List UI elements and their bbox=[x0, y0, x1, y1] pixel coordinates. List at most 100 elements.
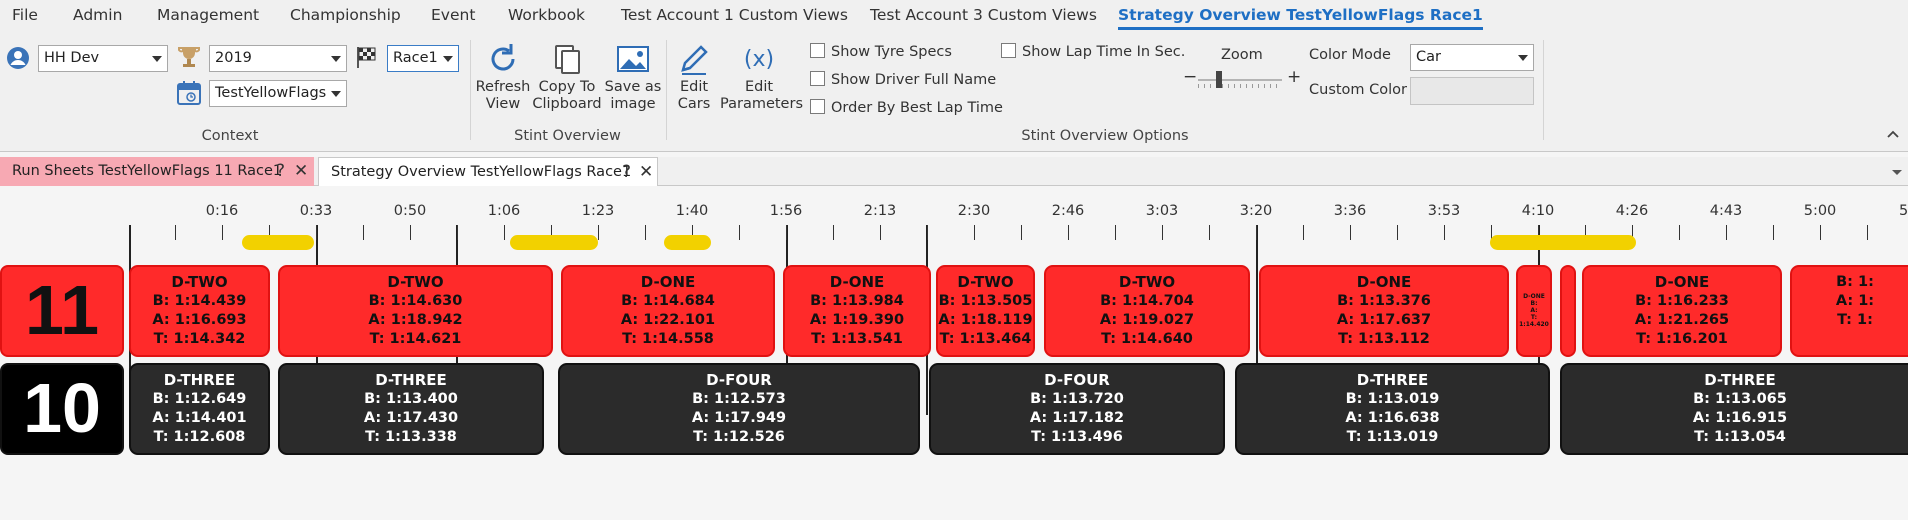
time-axis-label: 2:13 bbox=[863, 203, 897, 219]
yellow-flag-period[interactable] bbox=[664, 235, 711, 250]
checkbox-box[interactable] bbox=[810, 99, 825, 114]
edit-cars-button[interactable]: Edit Cars bbox=[670, 42, 718, 113]
custom-color-field[interactable] bbox=[1410, 77, 1534, 105]
time-tick bbox=[1491, 225, 1492, 240]
stint-block[interactable]: D-ONE B: 1:16.233 A: 1:21.265 T: 1:16.201 bbox=[1582, 265, 1782, 357]
stint-target-lap: T: 1:13.019 bbox=[1346, 429, 1439, 445]
car-number-10[interactable]: 10 bbox=[0, 363, 124, 455]
order-by-best-lap-time-label: Order By Best Lap Time bbox=[831, 100, 1003, 116]
zoom-slider-thumb[interactable] bbox=[1216, 71, 1222, 88]
stint-best-lap: B: 1: bbox=[1836, 274, 1874, 290]
time-tick bbox=[1256, 225, 1257, 240]
checkbox-box[interactable] bbox=[810, 71, 825, 86]
account-select[interactable]: HH Dev bbox=[38, 45, 168, 72]
year-select-value: 2019 bbox=[215, 50, 252, 66]
yellow-flag-period[interactable] bbox=[510, 235, 598, 250]
order-by-best-lap-time-checkbox[interactable]: Order By Best Lap Time bbox=[810, 99, 1003, 116]
stint-block[interactable]: D-THREE B: 1:13.065 A: 1:16.915 T: 1:13.054 bbox=[1560, 363, 1908, 455]
stint-compound: D-ONE bbox=[640, 273, 696, 291]
help-icon[interactable]: ? bbox=[622, 162, 632, 182]
stint-average-lap: A: 1:18.119 bbox=[938, 312, 1033, 328]
stint-block[interactable]: D-ONE B: 1:14.684 A: 1:22.101 T: 1:14.558 bbox=[561, 265, 775, 357]
color-mode-select-value: Car bbox=[1416, 49, 1441, 65]
show-driver-full-name-checkbox[interactable]: Show Driver Full Name bbox=[810, 71, 996, 88]
doc-tab-label: Run Sheets TestYellowFlags 11 Race1 bbox=[12, 163, 283, 179]
stint-best-lap: B: 1:13.400 bbox=[364, 391, 458, 407]
stint-block[interactable]: D-TWO B: 1:14.630 A: 1:18.942 T: 1:14.621 bbox=[278, 265, 553, 357]
time-tick bbox=[316, 225, 317, 240]
menu-management[interactable]: Management bbox=[157, 6, 260, 24]
stint-block[interactable]: D-ONE B: 1:13.376 A: 1:17.637 T: 1:13.112 bbox=[1259, 265, 1509, 357]
show-lap-time-in-sec-checkbox[interactable]: Show Lap Time In Sec. bbox=[1001, 43, 1185, 60]
event-select[interactable]: TestYellowFlags bbox=[209, 80, 347, 107]
time-tick bbox=[1773, 225, 1774, 240]
stint-block[interactable]: D-ONE B: 1:13.984 A: 1:19.390 T: 1:13.541 bbox=[783, 265, 931, 357]
stint-block[interactable]: D-TWO B: 1:13.505 A: 1:18.119 T: 1:13.464 bbox=[936, 265, 1035, 357]
close-icon[interactable]: ✕ bbox=[639, 162, 654, 182]
menu-bar: File Admin Management Championship Event… bbox=[0, 0, 1908, 30]
stint-compound: D-TWO bbox=[1118, 273, 1176, 291]
stint-target-lap: T: 1:13.464 bbox=[939, 331, 1032, 347]
stint-block[interactable]: D-THREE B: 1:12.649 A: 1:14.401 T: 1:12.608 bbox=[129, 363, 270, 455]
menu-event[interactable]: Event bbox=[431, 6, 476, 24]
stint-block[interactable]: D-TWO B: 1:14.704 A: 1:19.027 T: 1:14.640 bbox=[1044, 265, 1250, 357]
stint-average-lap: A: 1:17.430 bbox=[363, 410, 459, 426]
stint-target-lap: T: 1:13.496 bbox=[1031, 429, 1123, 445]
stint-block[interactable]: D-ONE B: A: T: 1:14.420 bbox=[1516, 265, 1552, 357]
refresh-view-button[interactable]: Refresh View bbox=[474, 42, 532, 113]
year-select[interactable]: 2019 bbox=[209, 45, 347, 72]
yellow-flag-period[interactable] bbox=[1490, 235, 1636, 250]
stint-block[interactable]: D-FOUR B: 1:12.573 A: 1:17.949 T: 1:12.526 bbox=[558, 363, 920, 455]
time-tick bbox=[739, 225, 740, 240]
copy-to-clipboard-button[interactable]: Copy To Clipboard bbox=[532, 42, 602, 113]
menu-test-account-1-views[interactable]: Test Account 1 Custom Views bbox=[621, 6, 848, 24]
time-tick bbox=[1162, 225, 1163, 240]
checkbox-box[interactable] bbox=[1001, 43, 1016, 58]
stint-block[interactable]: B: 1: A: 1: T: 1: bbox=[1790, 265, 1908, 357]
ribbon-separator bbox=[1543, 40, 1544, 140]
collapse-ribbon-icon[interactable] bbox=[1887, 128, 1899, 143]
time-tick bbox=[1726, 225, 1727, 240]
stint-block[interactable]: D-THREE B: 1:13.019 A: 1:16.638 T: 1:13.019 bbox=[1235, 363, 1550, 455]
time-tick bbox=[598, 225, 599, 240]
group-label-stint-overview: Stint Overview bbox=[514, 128, 621, 144]
stint-block[interactable]: D-TWO B: 1:14.439 A: 1:16.693 T: 1:14.342 bbox=[129, 265, 270, 357]
menu-championship[interactable]: Championship bbox=[290, 6, 401, 24]
save-as-image-button[interactable]: Save as image bbox=[604, 42, 662, 113]
menu-file[interactable]: File bbox=[12, 6, 38, 24]
menu-admin[interactable]: Admin bbox=[73, 6, 123, 24]
time-axis-label: 3:53 bbox=[1427, 203, 1461, 219]
help-icon[interactable]: ? bbox=[276, 161, 286, 181]
stint-block[interactable]: D-THREE B: 1:13.400 A: 1:17.430 T: 1:13.338 bbox=[278, 363, 544, 455]
doc-tab-run-sheets[interactable]: Run Sheets TestYellowFlags 11 Race1 ? ✕ bbox=[0, 157, 314, 186]
session-select[interactable]: Race1 bbox=[387, 45, 459, 72]
menu-workbook[interactable]: Workbook bbox=[508, 6, 586, 24]
zoom-in-button[interactable]: + bbox=[1287, 67, 1302, 87]
color-mode-select[interactable]: Car bbox=[1410, 44, 1534, 71]
menu-strategy-overview[interactable]: Strategy Overview TestYellowFlags Race1 bbox=[1118, 0, 1483, 30]
stint-block[interactable]: D-FOUR B: 1:13.720 A: 1:17.182 T: 1:13.496 bbox=[929, 363, 1225, 455]
close-icon[interactable]: ✕ bbox=[294, 161, 309, 181]
time-axis-label: 0:33 bbox=[299, 203, 333, 219]
car-number-11[interactable]: 11 bbox=[0, 265, 124, 357]
zoom-out-button[interactable]: − bbox=[1183, 67, 1198, 87]
stint-block[interactable] bbox=[1560, 265, 1576, 357]
stint-compound: D-ONE bbox=[1654, 273, 1710, 291]
stint-average-lap: A: 1:17.182 bbox=[1029, 410, 1125, 426]
show-tyre-specs-checkbox[interactable]: Show Tyre Specs bbox=[810, 43, 952, 60]
color-mode-label: Color Mode bbox=[1309, 47, 1391, 63]
checkbox-box[interactable] bbox=[810, 43, 825, 58]
zoom-slider[interactable] bbox=[1198, 70, 1282, 90]
menu-test-account-3-views[interactable]: Test Account 3 Custom Views bbox=[870, 6, 1097, 24]
ribbon: HH Dev 2019 Race1 TestYellowFlags Contex… bbox=[0, 30, 1908, 152]
time-tick bbox=[786, 225, 787, 240]
edit-cars-label: Edit Cars bbox=[677, 79, 711, 112]
time-tick bbox=[1679, 225, 1680, 240]
stint-average-lap: A: 1:14.401 bbox=[152, 410, 247, 426]
user-icon[interactable] bbox=[6, 46, 30, 74]
edit-parameters-button[interactable]: (x) Edit Parameters bbox=[720, 42, 803, 113]
doc-tab-strategy-overview[interactable]: Strategy Overview TestYellowFlags Race1 … bbox=[318, 157, 658, 186]
stint-compound: D-THREE bbox=[1704, 371, 1776, 389]
tab-list-dropdown-icon[interactable] bbox=[1892, 170, 1902, 175]
yellow-flag-period[interactable] bbox=[242, 235, 314, 250]
